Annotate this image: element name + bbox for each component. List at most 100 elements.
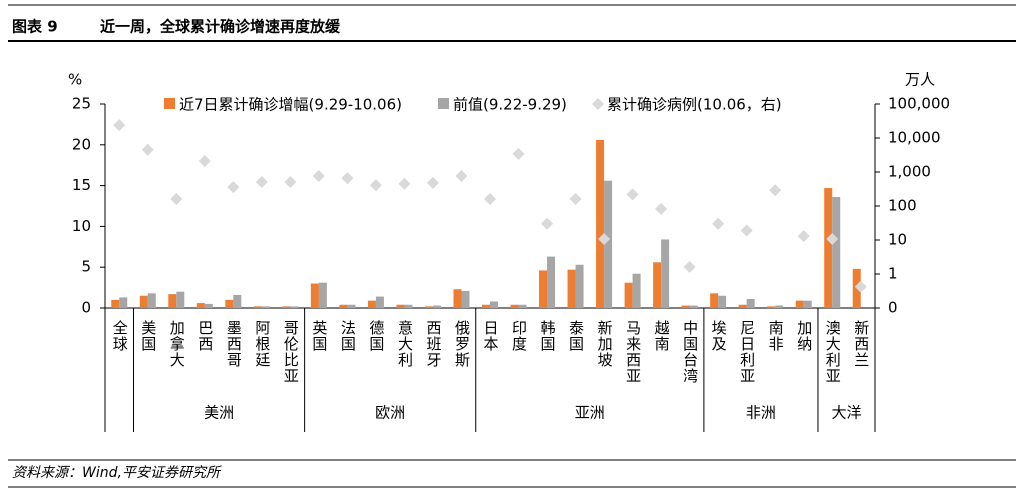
bar [318, 282, 327, 308]
x-tick-label: 全球 [111, 319, 129, 352]
bar [510, 304, 519, 308]
x-tick-label: 法国 [339, 320, 357, 352]
bar [339, 304, 348, 308]
bar [225, 299, 234, 308]
group-label: 非洲 [746, 404, 776, 422]
bar [461, 290, 470, 308]
bar [253, 306, 262, 308]
x-tick-label: 巴西 [196, 320, 214, 352]
legend-label: 累计确诊病例(10.06，右) [607, 96, 782, 114]
y2-tick-label: 0 [888, 299, 898, 317]
bar [803, 300, 812, 308]
diamond-marker [426, 176, 439, 189]
bar [710, 293, 719, 308]
x-tick-label: 马来西亚 [624, 320, 642, 384]
x-tick-label: 日本 [482, 320, 500, 352]
y2-tick-label: 10,000 [888, 129, 941, 147]
bar [424, 306, 433, 308]
bar [367, 300, 376, 308]
figure-label: 图表 9 [12, 18, 58, 36]
legend-label: 近7日累计确诊增幅(9.29-10.06) [179, 96, 402, 114]
group-label: 欧洲 [375, 404, 405, 422]
diamond-marker [569, 193, 582, 206]
bar [653, 262, 662, 308]
x-tick-label: 尼日利亚 [738, 320, 756, 384]
bar [404, 304, 413, 308]
bar [604, 180, 613, 308]
bar [775, 305, 784, 308]
x-tick-label: 墨西哥 [225, 320, 243, 368]
diamond-marker [113, 119, 126, 132]
bar [310, 283, 319, 308]
bar [119, 297, 128, 308]
diamond-marker [854, 280, 867, 293]
y-tick-label: 10 [72, 217, 91, 235]
y2-tick-label: 10 [888, 231, 907, 249]
x-tick-label: 中国台湾 [681, 320, 699, 384]
bar [746, 299, 755, 308]
x-tick-label: 西班牙 [424, 320, 442, 368]
x-tick-label: 韩国 [539, 320, 557, 352]
diamond-marker [398, 177, 411, 190]
x-tick-label: 越南 [653, 320, 671, 352]
bar [718, 295, 727, 308]
diamond-marker [769, 184, 782, 197]
x-tick-label: 意大利 [396, 319, 414, 368]
bar [547, 256, 556, 308]
bar [575, 264, 584, 308]
diamond-marker [512, 147, 525, 160]
bar [111, 299, 120, 308]
x-tick-label: 印度 [510, 320, 528, 352]
bar [767, 306, 776, 308]
x-tick-label: 美国 [139, 320, 157, 352]
group-label: 亚洲 [575, 404, 605, 422]
y2-tick-label: 1,000 [888, 163, 931, 181]
bar [832, 197, 841, 308]
x-tick-label: 英国 [310, 319, 328, 352]
bar [396, 304, 405, 308]
x-tick-label: 德国 [367, 319, 385, 352]
diamond-marker [484, 193, 496, 206]
diamond-marker [198, 155, 211, 168]
legend-swatch [438, 98, 449, 109]
x-tick-label: 加纳 [795, 320, 813, 352]
y2-tick-label: 100,000 [888, 95, 950, 113]
diamond-marker [626, 188, 639, 201]
y2-tick-label: 100 [888, 197, 917, 215]
diamond-marker [255, 175, 268, 188]
diamond-marker [740, 224, 753, 237]
bar [168, 294, 177, 308]
y-tick-label: 25 [72, 95, 91, 113]
bar [147, 293, 156, 308]
bar [567, 269, 576, 308]
bar [490, 301, 498, 308]
bar [689, 305, 698, 308]
diamond-marker [341, 172, 354, 185]
x-tick-label: 新西兰 [852, 320, 870, 368]
diamond-marker [598, 233, 611, 246]
x-tick-label: 埃及 [710, 320, 728, 352]
source: 资料来源：Wind,平安证券研究所 [12, 465, 222, 481]
bar [261, 306, 270, 308]
diamond-marker [655, 202, 668, 215]
diamond-marker [683, 261, 696, 274]
bar [432, 305, 441, 308]
bar [632, 273, 641, 308]
bar [596, 139, 605, 308]
bar [196, 303, 205, 308]
bar [176, 291, 185, 308]
bar [375, 296, 384, 308]
y-tick-label: 15 [72, 176, 91, 194]
bar [681, 305, 690, 308]
diamond-marker [369, 179, 382, 192]
bar [482, 304, 490, 308]
x-tick-label: 阿根廷 [253, 320, 271, 368]
y2-tick-label: 1 [888, 265, 898, 283]
bar [795, 300, 804, 308]
group-label: 大洋 [831, 404, 861, 422]
diamond-marker [826, 233, 839, 246]
bar [738, 304, 747, 308]
y-axis-label: % [68, 71, 82, 89]
x-tick-label: 俄罗斯 [453, 320, 471, 368]
